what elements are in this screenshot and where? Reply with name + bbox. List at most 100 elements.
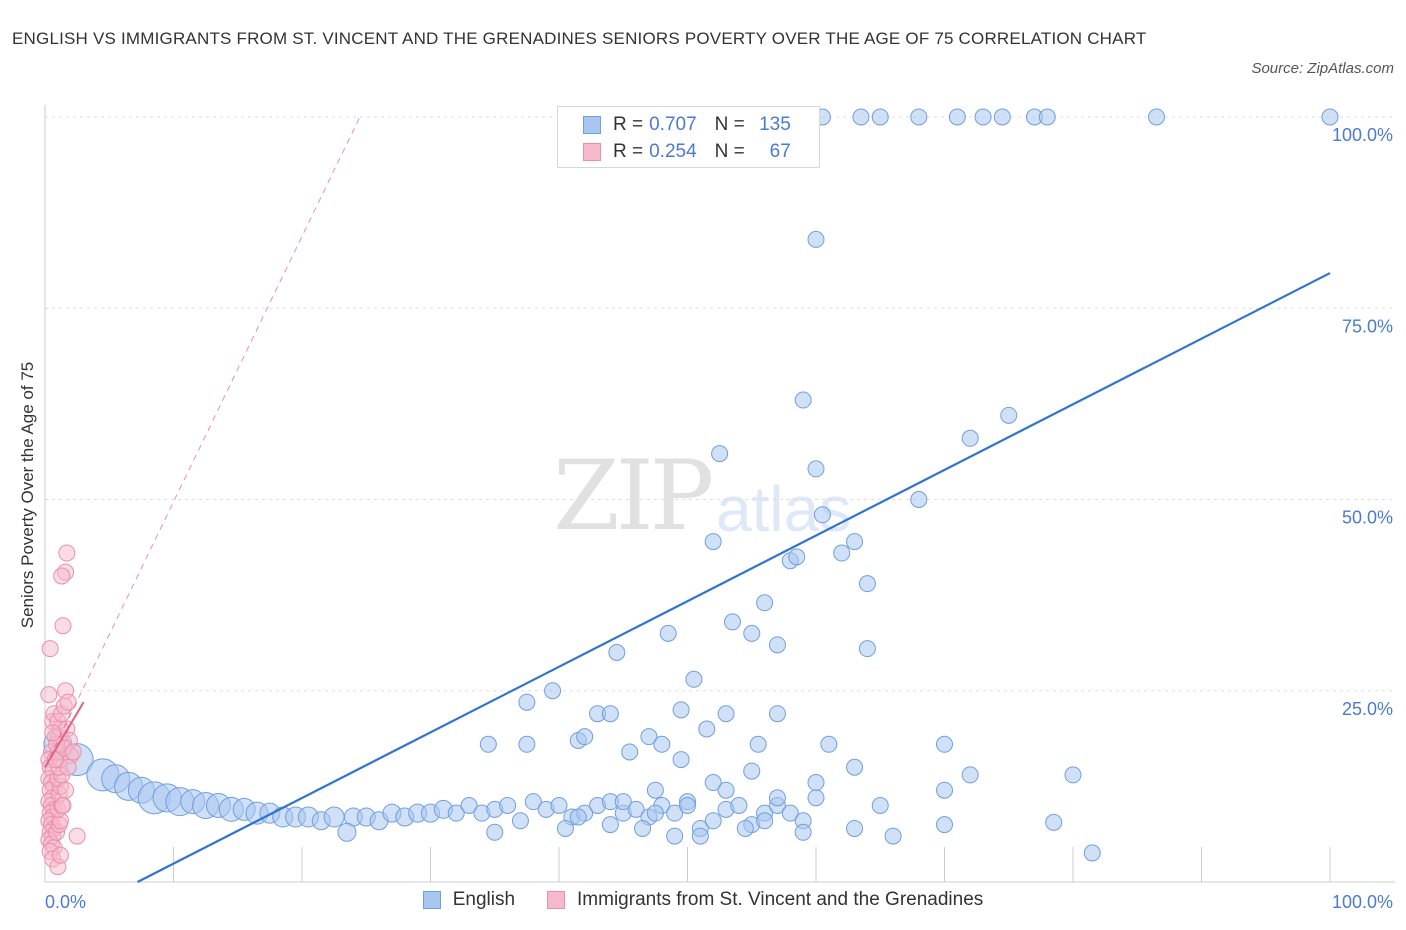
english-trend-line: [137, 272, 1331, 883]
n-value: 67: [769, 141, 791, 162]
english-point: [910, 491, 928, 508]
immigrant-point: [64, 743, 82, 761]
english-point: [858, 640, 876, 658]
english-point: [601, 705, 619, 723]
english-point: [846, 533, 864, 551]
n-value: 135: [759, 114, 791, 135]
immigrant-point: [57, 781, 75, 799]
english-point: [743, 762, 761, 780]
english-point: [608, 644, 626, 661]
immigrant-swatch: [583, 143, 601, 161]
english-point: [601, 816, 619, 834]
english-point: [807, 460, 825, 478]
english-point: [768, 705, 786, 723]
english-point: [511, 812, 529, 830]
english-point: [807, 789, 825, 807]
english-point: [1321, 108, 1339, 126]
english-point: [730, 797, 748, 814]
immigrant-point: [41, 640, 59, 658]
english-point: [813, 506, 831, 524]
english-point: [556, 819, 574, 837]
chart-title: ENGLISH VS IMMIGRANTS FROM ST. VINCENT A…: [12, 29, 1147, 48]
english-point: [337, 822, 357, 842]
english-points: [43, 108, 1339, 862]
english-swatch: [422, 891, 441, 909]
english-point: [961, 429, 979, 447]
immigrant-swatch: [547, 891, 566, 909]
r-value: 0.254: [649, 141, 697, 162]
x-tick-label: 100.0%: [1332, 892, 1393, 912]
english-point: [948, 108, 966, 126]
english-point: [768, 789, 786, 807]
english-point: [833, 544, 851, 562]
english-point: [788, 548, 806, 566]
english-point: [479, 735, 497, 753]
english-point: [685, 670, 703, 688]
english-point: [820, 735, 838, 753]
english-point: [614, 793, 632, 811]
r-value: 0.707: [649, 114, 697, 135]
axes: [44, 105, 1395, 883]
english-point: [627, 800, 645, 818]
immigrant-point: [44, 724, 62, 742]
english-point: [936, 781, 953, 799]
english-point: [666, 827, 684, 845]
english-point: [871, 108, 889, 126]
legend-row-english: R = 0.707 N = 135: [583, 113, 791, 137]
immigrant-trend-line: [44, 701, 85, 768]
immigrant-point: [54, 797, 72, 814]
legend-label-immigrants: Immigrants from St. Vincent and the Gren…: [577, 889, 984, 910]
english-point: [736, 819, 754, 837]
immigrant-point: [40, 686, 58, 704]
y-tick-label: 75.0%: [1342, 316, 1393, 336]
english-point: [846, 819, 864, 837]
legend-row-immigrants: R = 0.254 N = 67: [583, 140, 791, 164]
legend-label-english: English: [452, 889, 516, 910]
immigrant-point: [59, 758, 77, 776]
watermark-zip: ZIP: [553, 440, 714, 552]
n-label: N =: [714, 141, 745, 162]
english-point: [691, 827, 709, 845]
english-point: [1045, 813, 1063, 831]
english-point: [768, 636, 786, 654]
english-point: [743, 624, 761, 642]
english-point: [646, 781, 664, 799]
english-point: [634, 819, 652, 837]
english-point: [518, 735, 536, 753]
y-tick-label: 25.0%: [1342, 699, 1393, 719]
english-point: [794, 823, 812, 841]
source-credit: Source: ZipAtlas.com: [1251, 60, 1394, 77]
english-point: [569, 808, 587, 826]
legend-item-immigrants: Immigrants from St. Vincent and the Gren…: [547, 889, 983, 911]
english-point: [640, 728, 658, 746]
english-point: [659, 624, 677, 642]
english-point: [717, 705, 735, 723]
english-point: [756, 594, 774, 612]
english-point: [993, 108, 1011, 126]
english-point: [518, 693, 536, 711]
english-point: [460, 797, 478, 814]
legend-item-english: English: [422, 889, 516, 911]
english-point: [486, 823, 504, 841]
immigrant-points: [40, 544, 86, 876]
english-point: [852, 108, 870, 126]
immigrant-trend-extended: [44, 116, 361, 768]
english-point: [974, 108, 992, 126]
english-point: [858, 575, 876, 593]
immigrant-point: [54, 617, 72, 635]
english-point: [936, 816, 953, 834]
english-point: [1083, 844, 1101, 862]
english-point: [936, 735, 953, 753]
english-point: [846, 758, 864, 776]
gridlines: [45, 116, 1395, 692]
tick-labels: 25.0% 50.0% 75.0% 100.0% 0.0% 100.0%: [45, 125, 1393, 912]
english-point: [524, 793, 542, 811]
trend-lines: [44, 116, 1331, 883]
immigrant-point: [51, 846, 69, 864]
r-label: R =: [613, 141, 644, 162]
y-tick-label: 50.0%: [1342, 508, 1393, 528]
english-point: [884, 827, 902, 845]
immigrant-point: [53, 567, 71, 585]
correlation-legend: R = 0.707 N = 135 R = 0.254 N = 67: [557, 106, 820, 168]
